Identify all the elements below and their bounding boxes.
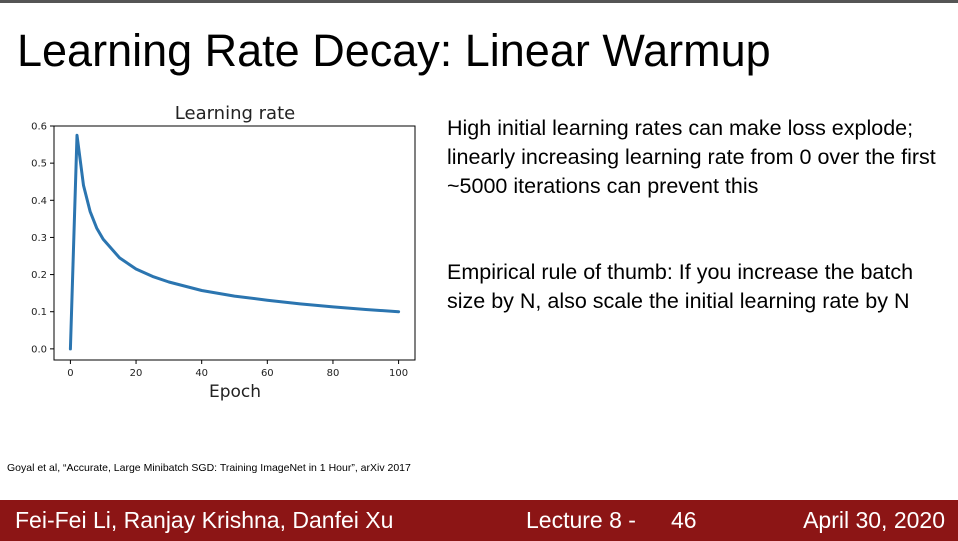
y-tick-label: 0.0 — [31, 344, 47, 355]
learning-rate-chart: Learning rate 0.0 0.1 0.2 0.3 0.4 0.5 0.6 0 20 4… — [31, 103, 416, 402]
x-tick-label: 100 — [389, 368, 408, 379]
citation: Goyal et al, “Accurate, Large Minibatch … — [7, 462, 411, 474]
slide-title: Learning Rate Decay: Linear Warmup — [17, 25, 771, 76]
x-axis: 0 20 40 60 80 100 — [67, 360, 408, 379]
y-tick-label: 0.1 — [31, 307, 47, 318]
y-tick-label: 0.3 — [31, 233, 47, 244]
x-tick-label: 20 — [130, 368, 143, 379]
y-tick-label: 0.4 — [31, 196, 47, 207]
chart-title: Learning rate — [175, 103, 295, 124]
body-paragraph-rule-of-thumb: Empirical rule of thumb: If you increase… — [447, 260, 914, 313]
y-tick-label: 0.5 — [31, 159, 47, 170]
top-rule — [0, 0, 958, 3]
body-paragraph-warmup: High initial learning rates can make los… — [447, 116, 936, 198]
x-tick-label: 60 — [261, 368, 274, 379]
footer-date: April 30, 2020 — [803, 507, 945, 533]
plot-frame — [53, 125, 416, 361]
footer-bar: Fei-Fei Li, Ranjay Krishna, Danfei Xu Le… — [0, 500, 958, 541]
x-tick-label: 80 — [327, 368, 340, 379]
x-axis-label: Epoch — [209, 382, 261, 402]
x-tick-label: 40 — [195, 368, 208, 379]
y-tick-label: 0.2 — [31, 270, 47, 281]
series-line — [68, 133, 401, 351]
y-tick-label: 0.6 — [31, 122, 47, 133]
y-axis: 0.0 0.1 0.2 0.3 0.4 0.5 0.6 — [31, 122, 54, 355]
series-layer — [68, 133, 401, 351]
x-tick-label: 0 — [67, 368, 73, 379]
footer-lecture: Lecture 8 - — [526, 507, 636, 533]
footer-authors: Fei-Fei Li, Ranjay Krishna, Danfei Xu — [15, 507, 394, 533]
footer-slide-number: 46 — [671, 507, 697, 533]
